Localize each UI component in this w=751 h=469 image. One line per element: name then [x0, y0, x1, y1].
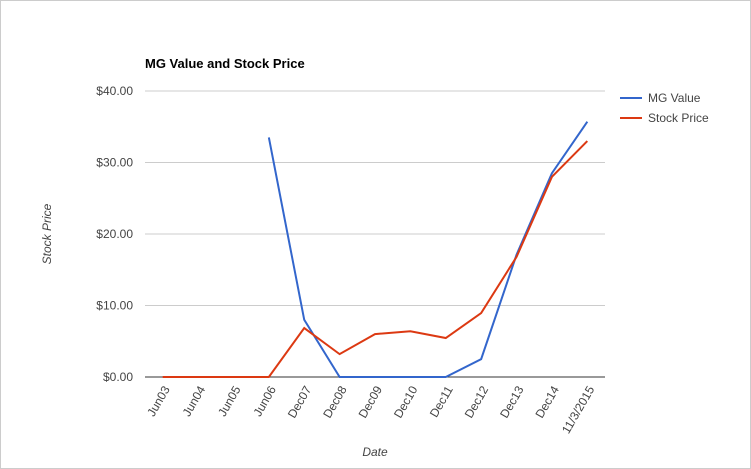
x-axis-label: Date [362, 445, 388, 459]
y-tick-label: $40.00 [96, 84, 133, 98]
y-tick-label: $10.00 [96, 299, 133, 313]
y-axis-label: Stock Price [40, 203, 54, 264]
legend-label: Stock Price [648, 111, 709, 125]
chart-title: MG Value and Stock Price [145, 56, 305, 71]
y-tick-label: $30.00 [96, 156, 133, 170]
y-tick-label: $20.00 [96, 227, 133, 241]
series-line [267, 121, 589, 378]
y-tick-label: $0.00 [103, 370, 133, 384]
series-line [162, 140, 589, 378]
legend-label: MG Value [648, 91, 701, 105]
